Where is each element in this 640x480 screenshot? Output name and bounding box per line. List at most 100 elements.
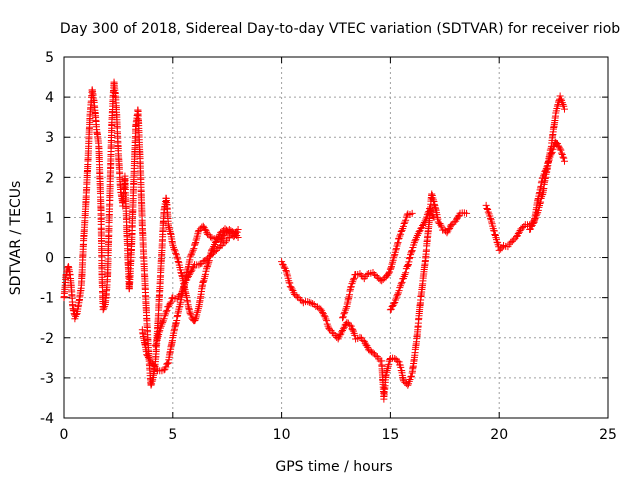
data-point-marker xyxy=(536,199,544,207)
data-point-marker xyxy=(401,271,409,279)
data-point-marker xyxy=(162,308,170,316)
data-point-marker xyxy=(363,342,371,350)
data-point-marker xyxy=(556,145,564,153)
data-point-marker xyxy=(186,310,194,318)
data-point-marker xyxy=(201,225,209,233)
y-tick-label: -2 xyxy=(40,331,54,347)
data-point-marker xyxy=(397,280,405,288)
data-point-marker xyxy=(202,256,210,264)
data-point-marker xyxy=(184,272,192,280)
x-tick-label: 20 xyxy=(490,427,508,443)
data-point-marker xyxy=(399,222,407,230)
data-point-marker xyxy=(420,218,428,226)
y-tick-label: -3 xyxy=(40,371,54,387)
data-point-marker xyxy=(534,206,542,214)
data-point-marker xyxy=(384,271,392,279)
data-point-marker xyxy=(163,360,171,368)
data-point-marker xyxy=(559,153,567,161)
data-point-marker xyxy=(143,351,151,359)
y-tick-label: -1 xyxy=(40,291,54,307)
data-point-marker xyxy=(282,266,290,274)
data-point-marker xyxy=(508,237,516,245)
data-point-marker xyxy=(514,230,522,238)
data-point-marker xyxy=(339,313,347,321)
data-point-marker xyxy=(372,272,380,280)
data-point-marker xyxy=(559,101,567,109)
data-point-marker xyxy=(483,205,491,213)
data-point-marker xyxy=(394,357,402,365)
data-point-marker xyxy=(339,325,347,333)
data-point-marker xyxy=(152,338,160,346)
data-point-marker xyxy=(349,326,357,334)
data-point-marker xyxy=(399,377,407,385)
data-point-marker xyxy=(392,246,400,254)
data-point-marker xyxy=(486,214,494,222)
data-point-marker xyxy=(430,213,438,221)
data-point-marker xyxy=(288,285,296,293)
data-point-marker xyxy=(150,361,158,369)
data-point-marker xyxy=(307,299,315,307)
data-point-marker xyxy=(415,228,423,236)
x-tick-label: 15 xyxy=(381,427,399,443)
data-point-marker xyxy=(349,276,357,284)
data-point-marker xyxy=(340,310,348,318)
data-point-marker xyxy=(164,303,172,311)
x-axis-ticks: 0 5 10 15 20 25 xyxy=(60,57,617,443)
data-point-marker xyxy=(351,331,359,339)
data-point-marker xyxy=(221,239,229,247)
data-point-marker xyxy=(491,230,499,238)
data-point-marker xyxy=(529,220,537,228)
data-point-marker xyxy=(413,233,421,241)
data-point-marker xyxy=(160,315,168,323)
data-point-marker xyxy=(144,354,152,362)
data-point-marker xyxy=(419,222,427,230)
data-point-marker xyxy=(429,212,437,220)
y-axis-label: SDTVAR / TECUs xyxy=(8,181,24,296)
data-point-marker xyxy=(283,270,291,278)
data-point-marker xyxy=(518,224,526,232)
data-point-marker xyxy=(152,365,160,373)
data-point-marker xyxy=(346,321,354,329)
data-point-marker xyxy=(482,201,490,209)
data-point-marker xyxy=(148,377,156,385)
data-point-marker xyxy=(165,301,173,309)
data-point-marker xyxy=(186,253,194,261)
data-point-marker xyxy=(155,328,163,336)
data-point-marker xyxy=(222,237,230,245)
data-point-marker xyxy=(555,143,563,151)
data-point-marker xyxy=(387,264,395,272)
data-point-marker xyxy=(443,229,451,237)
data-point-marker xyxy=(292,292,300,300)
data-point-marker xyxy=(397,363,405,371)
data-point-marker xyxy=(154,332,162,340)
data-point-marker xyxy=(304,298,312,306)
data-point-marker xyxy=(560,157,568,165)
data-point-marker xyxy=(188,248,196,256)
chart-title: Day 300 of 2018, Sidereal Day-to-day VTE… xyxy=(60,21,620,37)
data-point-marker xyxy=(513,232,521,240)
y-tick-label: 2 xyxy=(45,170,54,186)
data-point-marker xyxy=(490,227,498,235)
data-point-marker xyxy=(395,287,403,295)
data-point-marker xyxy=(484,208,492,216)
y-tick-label: 4 xyxy=(45,90,54,106)
data-point-marker xyxy=(407,372,415,380)
data-point-marker xyxy=(366,347,374,355)
data-point-marker xyxy=(287,283,295,291)
data-point-marker xyxy=(407,373,415,381)
data-point-marker xyxy=(556,92,564,100)
data-point-marker xyxy=(532,212,540,220)
data-point-marker xyxy=(186,269,194,277)
data-point-marker xyxy=(234,225,242,233)
data-point-marker xyxy=(394,290,402,298)
data-point-marker xyxy=(151,342,159,350)
data-point-marker xyxy=(405,258,413,266)
data-point-marker xyxy=(402,216,410,224)
data-point-marker xyxy=(373,273,381,281)
data-point-marker xyxy=(173,253,181,261)
data-point-marker xyxy=(172,249,180,257)
data-point-marker xyxy=(199,222,207,230)
data-point-marker xyxy=(350,274,358,282)
data-point-marker xyxy=(338,328,346,336)
